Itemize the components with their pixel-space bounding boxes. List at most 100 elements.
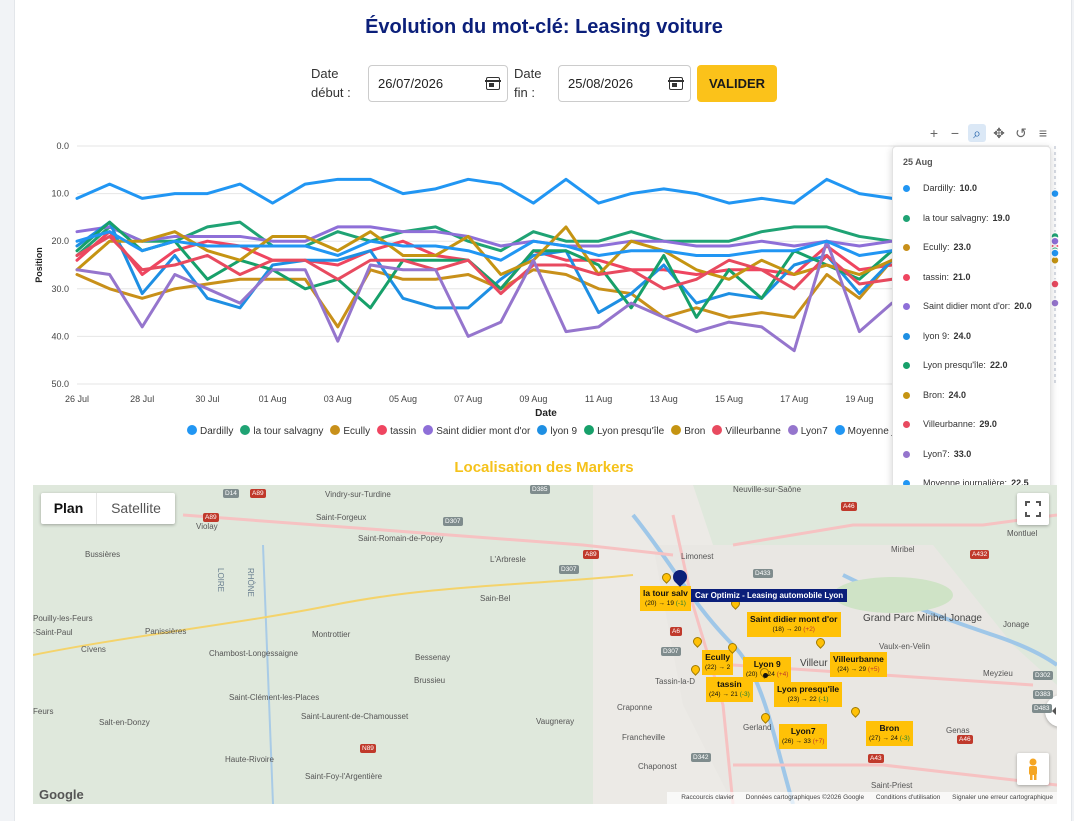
tooltip-value: 33.0 [953, 448, 972, 459]
street-view-button[interactable] [1017, 753, 1049, 785]
road-tag: D385 [530, 485, 550, 494]
calendar-icon[interactable] [485, 77, 501, 90]
marker-label[interactable]: Villeurbanne (24) → 29 (+5) [830, 652, 887, 677]
marker-label[interactable]: Lyon presqu'île (23) → 22 (-1) [774, 682, 843, 707]
map-place-label: Violay [196, 522, 218, 531]
legend-label: Saint didier mont d'or [436, 426, 531, 437]
series-marker[interactable] [1050, 248, 1060, 258]
road-tag: D433 [753, 569, 773, 578]
legend-item[interactable]: tassin [377, 425, 416, 437]
x-axis-label: Date [535, 408, 557, 419]
series-marker[interactable] [1050, 279, 1060, 289]
date-end-label-line2: fin : [514, 85, 535, 100]
reset-zoom-icon[interactable]: ↺ [1015, 125, 1027, 141]
pan-icon[interactable]: ✥ [993, 125, 1005, 141]
road-tag: A89 [203, 513, 219, 522]
marker-title: Saint didier mont d'or [750, 614, 838, 624]
date-start-input[interactable]: 26/07/2026 [368, 65, 508, 102]
legend-item[interactable]: Lyon7 [787, 425, 828, 437]
date-end-label-line1: Date [514, 66, 542, 81]
y-tick-label: 30.0 [51, 284, 69, 294]
tooltip-value: 22.0 [989, 360, 1008, 370]
tooltip-row: lyon 9: 24.0 [903, 331, 1048, 345]
zoom-out-icon[interactable]: − [950, 125, 960, 141]
page-card: Évolution du mot-clé: Leasing voiture Da… [14, 0, 1072, 821]
hq-marker-label[interactable]: Car Optimiz - Leasing automobile Lyon [691, 589, 848, 602]
road-tag: D307 [443, 517, 463, 526]
tooltip-value: 21.0 [953, 271, 971, 282]
legend-item[interactable]: lyon 9 [537, 425, 577, 437]
map-type-switch: Plan Satellite [41, 493, 175, 524]
zoom-in-icon[interactable]: + [929, 125, 939, 141]
map-place-label: Montluel [1007, 529, 1038, 538]
x-tick-label: 19 Aug [845, 394, 873, 404]
marker-label[interactable]: Saint didier mont d'or (18) → 20 (+2) [747, 612, 841, 637]
submit-button[interactable]: VALIDER [697, 65, 777, 102]
legend-item[interactable]: Dardilly [187, 425, 233, 437]
tooltip-series-name: tassin: 21.0 [923, 271, 971, 282]
tooltip-row: Saint didier mont d'or: 20.0 [903, 301, 1048, 315]
map-place-label: Saint-Laurent-de-Chamousset [301, 712, 409, 721]
marker-title: Ecully [705, 652, 731, 662]
legend-item[interactable]: la tour salvagny [240, 425, 323, 437]
marker-rank-delta: (-1) [818, 696, 829, 703]
map-type-satellite[interactable]: Satellite [96, 493, 175, 524]
map-place-label: Saint-Foy-l'Argentière [305, 772, 383, 781]
legend-item[interactable]: Moyenne jo [834, 425, 900, 437]
zoom-select-icon[interactable]: ⌕ [968, 124, 986, 142]
marker-rank-delta: (+5) [867, 666, 880, 673]
map-place-label: Pouilly-les-Feurs [33, 614, 93, 623]
marker-label[interactable]: Ecully (22) → 2 [702, 650, 734, 675]
map-place-label: Francheville [622, 733, 666, 742]
marker-title: Lyon presqu'île [777, 684, 840, 694]
series-marker[interactable] [1050, 188, 1060, 199]
keyboard-shortcuts-link[interactable]: Raccourcis clavier [681, 794, 734, 801]
markers-map[interactable]: Plan Satellite Vindry-sur-Turdine Saint-F… [33, 485, 1057, 804]
road-tag: D342 [691, 753, 711, 762]
marker-label[interactable]: Lyon7 (26) → 33 (+7) [779, 724, 828, 749]
chart-toolbar: + − ⌕ ✥ ↺ ≡ [925, 124, 1055, 144]
calendar-icon[interactable] [668, 77, 684, 90]
marker-label[interactable]: la tour salv (20) → 19 (-1) [640, 586, 691, 611]
legend-item[interactable]: Bron [671, 425, 705, 437]
marker-title: Villeurbanne [833, 654, 884, 664]
legend-dot [584, 425, 595, 435]
marker-label[interactable]: tassin (24) → 21 (-3) [706, 677, 753, 702]
legend-item[interactable]: Ecully [330, 425, 370, 437]
map-place-label: Bessenay [415, 653, 451, 662]
tooltip-series-name: Villeurbanne: 29.0 [923, 419, 997, 429]
legend-label: Lyon presqu'île [597, 426, 665, 437]
report-error-link[interactable]: Signaler une erreur cartographique [952, 794, 1053, 801]
tooltip-dot [903, 303, 910, 310]
tooltip-series-name: lyon 9: 24.0 [923, 330, 972, 341]
map-type-plan[interactable]: Plan [53, 500, 84, 516]
x-tick-label: 28 Jul [130, 394, 154, 404]
road-tag: D302 [1033, 671, 1053, 680]
google-logo: Google [39, 787, 84, 802]
tooltip-value: 19.0 [992, 212, 1011, 223]
map-place-label: Neuville-sur-Saône [733, 485, 802, 494]
map-place-label: Limonest [681, 552, 714, 561]
tooltip-series-name: Saint didier mont d'or: 20.0 [923, 301, 1032, 311]
legend-label: Moyenne jo [847, 426, 900, 437]
map-place-label: Craponne [617, 703, 653, 712]
fullscreen-button[interactable] [1017, 493, 1049, 525]
marker-label[interactable]: Bron (27) → 24 (-3) [866, 721, 913, 746]
legend-item[interactable]: Lyon presqu'île [584, 425, 664, 437]
legend-item[interactable]: Saint didier mont d'or [423, 425, 530, 437]
legend-label: tassin [390, 426, 417, 437]
map-place-label: Chaponost [638, 762, 677, 771]
date-end-input[interactable]: 25/08/2026 [558, 65, 691, 102]
map-place-label: Saint-Priest [871, 781, 913, 790]
legend-dot [330, 425, 341, 435]
tooltip-series-name: Bron: 24.0 [923, 389, 967, 400]
legend-dot [423, 425, 434, 435]
legend-item[interactable]: Villeurbanne [712, 425, 781, 437]
map-place-label: Chambost-Longessaigne [209, 649, 298, 658]
series-marker[interactable] [1050, 298, 1060, 308]
road-tag: N89 [360, 744, 376, 753]
terms-link[interactable]: Conditions d'utilisation [875, 794, 941, 801]
chart-menu-icon[interactable]: ≡ [1038, 125, 1048, 141]
series-marker[interactable] [1050, 236, 1060, 246]
legend-dot [377, 425, 388, 435]
